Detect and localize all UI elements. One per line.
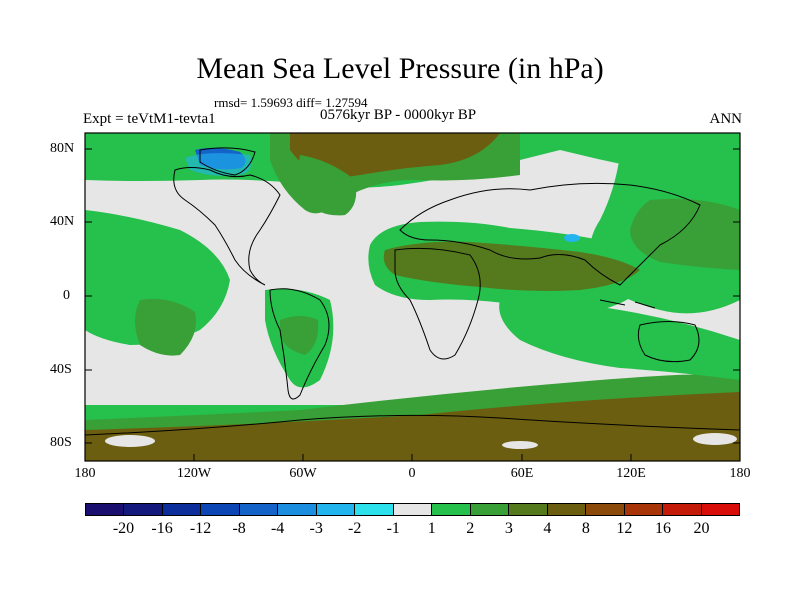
colorbar-label: 16 — [654, 520, 671, 537]
lat-label: 0 — [63, 288, 70, 303]
lon-label: 60W — [289, 466, 317, 481]
colorbar-swatch — [547, 504, 587, 515]
field-natlantic-green — [298, 155, 357, 216]
colorbar-swatch — [432, 504, 471, 515]
stats-text: rmsd= 1.59693 diff= 1.27594 — [214, 95, 368, 110]
colorbar-swatch — [393, 504, 433, 515]
colorbar-swatch — [162, 504, 202, 515]
field-antarctic-patch-1 — [105, 435, 155, 447]
lat-label: 40S — [50, 362, 72, 377]
colorbar-swatch — [509, 504, 548, 515]
colorbar-swatch — [278, 504, 317, 515]
colorbar-swatch — [470, 504, 510, 515]
colorbar-label: 3 — [504, 520, 513, 537]
colorbar-label: -4 — [270, 520, 285, 537]
colorbar-swatch — [701, 504, 739, 515]
lon-label: 0 — [408, 466, 416, 481]
colorbar-label: -20 — [112, 520, 135, 537]
coast-indonesia — [599, 299, 656, 309]
field-eurasia-olive — [383, 241, 640, 291]
field-asia-blue-spot — [564, 234, 580, 242]
colorbar-swatch — [663, 504, 702, 515]
colorbar-swatch — [355, 504, 394, 515]
colorbar-swatch — [86, 504, 125, 515]
colorbar-label: -1 — [386, 520, 400, 537]
lon-label: 180 — [729, 466, 751, 481]
lon-label: 120E — [616, 466, 646, 481]
lat-label: 40N — [50, 214, 75, 229]
field-antarctic-patch-3 — [502, 441, 538, 449]
colorbar-label: 20 — [693, 520, 710, 537]
field-samerica-olive — [280, 316, 319, 355]
colorbar-swatch — [239, 504, 279, 515]
colorbar-swatch — [201, 504, 240, 515]
colorbar-label: 1 — [427, 520, 436, 537]
colorbar-label: -8 — [232, 520, 246, 537]
lon-label: 60E — [510, 466, 534, 481]
colorbar-label: 4 — [543, 520, 552, 537]
field-arctic-brown — [290, 133, 500, 180]
colorbar-swatch — [316, 504, 356, 515]
coast-africa — [394, 247, 481, 360]
colorbar-label: -2 — [348, 520, 362, 537]
coast-antarctica — [85, 414, 740, 436]
lat-label: 80N — [50, 141, 75, 156]
coast-eurasia — [399, 182, 701, 286]
colorbar-swatch — [624, 504, 664, 515]
lat-label: 80S — [50, 435, 72, 450]
colorbar-label: 12 — [616, 520, 633, 537]
coast-greenland — [199, 147, 256, 176]
coast-north-america — [173, 167, 281, 286]
field-antarctic-patch-2 — [693, 433, 737, 445]
contour-field — [85, 133, 740, 461]
axis-ticks — [84, 148, 741, 461]
field-npacific-olive — [630, 198, 740, 270]
coastlines — [85, 147, 740, 436]
field-nasia-neutral — [530, 196, 601, 229]
lon-label: 120W — [176, 466, 212, 481]
colorbar — [85, 503, 740, 516]
colorbar-label: -3 — [309, 520, 323, 537]
lon-label: 180 — [74, 466, 96, 481]
experiment-label: Expt = teVtM1-tevta1 — [83, 111, 216, 127]
season-label: ANN — [709, 111, 743, 127]
colorbar-swatch — [124, 504, 163, 515]
field-pacific-olive — [135, 298, 196, 356]
colorbar-label: -16 — [151, 520, 173, 537]
colorbar-label: 8 — [581, 520, 590, 537]
coast-south-america — [269, 288, 330, 400]
field-greenland-lightblue — [185, 153, 252, 176]
colorbar-label: 2 — [466, 520, 475, 537]
colorbar-label: -12 — [189, 520, 212, 537]
field-southern-brown — [85, 392, 740, 461]
colorbar-swatch — [586, 504, 625, 515]
period-text: 0576kyr BP - 0000kyr BP — [320, 107, 477, 123]
field-indian-green — [499, 300, 740, 380]
map-title: Mean Sea Level Pressure (in hPa) — [196, 52, 604, 85]
coast-australia — [637, 321, 700, 363]
